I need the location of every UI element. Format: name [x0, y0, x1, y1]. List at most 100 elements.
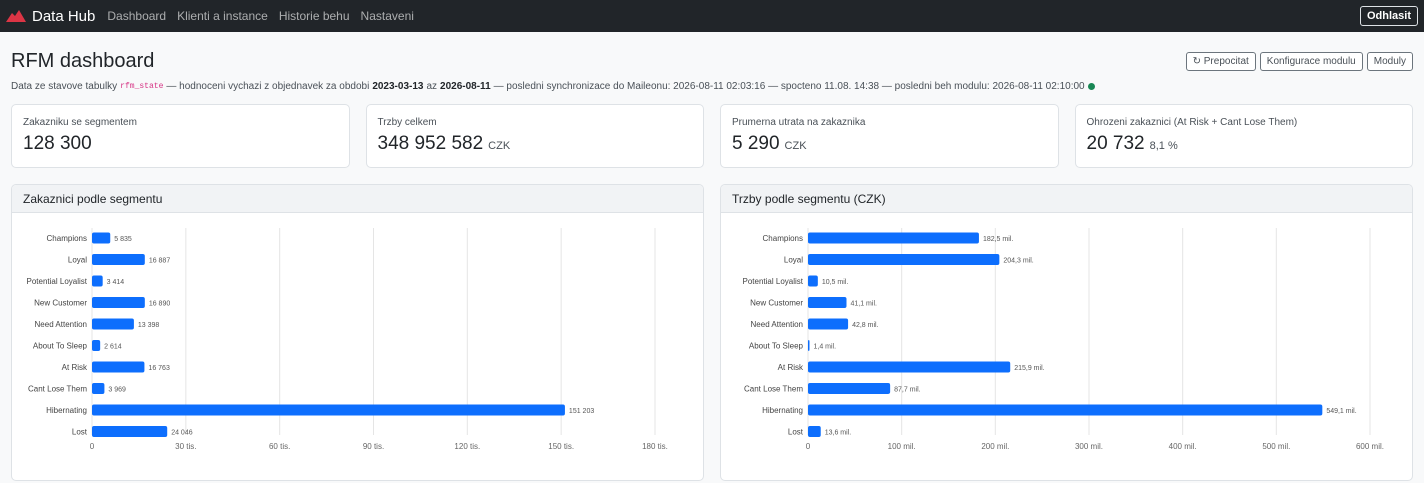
bar — [808, 297, 847, 308]
nav-clients[interactable]: Klienti a instance — [177, 9, 268, 23]
bar — [92, 297, 145, 308]
page-title: RFM dashboard — [11, 50, 155, 72]
refresh-icon: ↻ — [1192, 56, 1204, 67]
date-from: 2023-03-13 — [372, 81, 424, 92]
x-tick-label: 0 — [90, 442, 95, 451]
bar — [808, 361, 1011, 373]
category-label: Lost — [72, 428, 88, 437]
bar — [808, 340, 810, 351]
category-label: Need Attention — [751, 320, 803, 329]
data-label: 13,6 mil. — [825, 430, 852, 437]
category-label: About To Sleep — [749, 342, 804, 351]
bar — [92, 383, 105, 394]
bar — [92, 232, 111, 244]
category-label: Lost — [788, 428, 804, 437]
bar — [92, 318, 134, 330]
kpi-value: 20 732 — [1086, 133, 1145, 154]
customers-bar-chart: 0 30 tis. 60 tis. 90 tis. 120 tis. 150 tis. 18… — [27, 228, 668, 451]
nav-dashboard[interactable]: Dashboard — [107, 9, 167, 23]
category-label: Hibernating — [762, 406, 803, 415]
category-label: Loyal — [68, 256, 87, 265]
brand-name: Data Hub — [32, 7, 96, 25]
category-label: Champions — [763, 234, 803, 243]
subtitle-text-4: — posledni synchronizace do Maileonu: 20… — [493, 81, 1085, 92]
kpi-unit: CZK — [488, 140, 511, 152]
kpi-cards: Zakazniku se segmentem 128 300 Trzby cel… — [11, 104, 1413, 168]
chart-title: Zakaznici podle segmentu — [12, 185, 703, 213]
subtitle-text-3: az — [426, 81, 438, 92]
recalculate-label: Prepocitat — [1203, 56, 1249, 67]
data-label: 3 969 — [108, 387, 126, 394]
date-to: 2026-08-11 — [440, 81, 491, 92]
logout-button[interactable]: Odhlasit — [1359, 6, 1418, 26]
bar — [808, 383, 891, 394]
category-label: Cant Lose Them — [744, 385, 803, 394]
category-label: New Customer — [34, 299, 87, 308]
kpi-card-avg-spend: Prumerna utrata na zakaznika 5 290 CZK — [720, 104, 1059, 168]
data-label: 182,5 mil. — [983, 236, 1013, 243]
kpi-value: 128 300 — [23, 133, 92, 154]
kpi-value: 5 290 — [732, 133, 780, 154]
kpi-label: Ohrozeni zakaznici (At Risk + Cant Lose … — [1086, 117, 1298, 128]
chart-title: Trzby podle segmentu (CZK) — [721, 185, 1412, 213]
nav-run-history[interactable]: Historie behu — [278, 9, 350, 23]
x-tick-label: 60 tis. — [269, 442, 290, 451]
bar — [808, 426, 821, 437]
x-tick-label: 90 tis. — [363, 442, 384, 451]
data-label: 151 203 — [569, 408, 594, 415]
status-dot — [1087, 83, 1095, 90]
data-label: 16 890 — [149, 301, 171, 308]
data-label: 87,7 mil. — [894, 387, 921, 394]
x-tick-label: 500 mil. — [1262, 442, 1290, 451]
data-label: 3 414 — [107, 279, 125, 286]
bar — [808, 232, 979, 244]
data-label: 42,8 mil. — [852, 322, 879, 329]
customers-chart-card: Zakaznici podle segmentu 0 30 tis. 60 tis.… — [11, 184, 704, 481]
brand[interactable]: Data Hub — [6, 8, 95, 25]
logo-icon — [6, 10, 26, 22]
module-config-button[interactable]: Konfigurace modulu — [1259, 52, 1363, 71]
x-tick-label: 300 mil. — [1075, 442, 1103, 451]
state-table-name: rfm_state — [120, 82, 164, 91]
x-tick-label: 200 mil. — [981, 442, 1009, 451]
category-label: At Risk — [62, 363, 88, 372]
data-label: 10,5 mil. — [822, 279, 849, 286]
x-tick-label: 400 mil. — [1169, 442, 1197, 451]
category-label: About To Sleep — [33, 342, 88, 351]
charts-row: Zakaznici podle segmentu 0 30 tis. 60 tis.… — [11, 184, 1413, 481]
main-content: RFM dashboard ↻ Prepocitat Konfigurace m… — [0, 50, 1424, 481]
category-label: Loyal — [784, 256, 803, 265]
data-label: 24 046 — [171, 430, 193, 437]
category-label: Potential Loyalist — [27, 277, 88, 286]
data-label: 204,3 mil. — [1003, 258, 1033, 265]
bar — [808, 404, 1323, 416]
x-tick-label: 30 tis. — [175, 442, 196, 451]
kpi-unit: 8,1 % — [1149, 140, 1178, 152]
bar — [92, 404, 565, 416]
subtitle-text-2: — hodnoceni vychazi z objednavek za obdo… — [166, 81, 370, 92]
data-label: 1,4 mil. — [814, 344, 837, 351]
recalculate-button[interactable]: ↻ Prepocitat — [1185, 52, 1256, 71]
revenue-chart-card: Trzby podle segmentu (CZK) 0 100 mil. 200 … — [720, 184, 1413, 481]
nav-settings[interactable]: Nastaveni — [360, 9, 414, 23]
x-tick-label: 100 mil. — [888, 442, 916, 451]
bar — [92, 361, 145, 373]
modules-button[interactable]: Moduly — [1366, 52, 1413, 71]
category-label: Potential Loyalist — [743, 277, 804, 286]
x-tick-label: 600 mil. — [1356, 442, 1384, 451]
kpi-label: Zakazniku se segmentem — [23, 117, 137, 128]
bar — [92, 426, 168, 437]
data-label: 16 887 — [149, 258, 171, 265]
bar — [808, 254, 1000, 265]
x-tick-label: 120 tis. — [454, 442, 480, 451]
data-label: 41,1 mil. — [850, 301, 877, 308]
kpi-label: Prumerna utrata na zakaznika — [732, 117, 866, 128]
bar — [92, 340, 101, 351]
data-label: 549,1 mil. — [1326, 408, 1356, 415]
kpi-label: Trzby celkem — [377, 117, 437, 128]
bar — [92, 254, 145, 265]
category-label: At Risk — [778, 363, 804, 372]
category-label: Cant Lose Them — [28, 385, 87, 394]
kpi-card-revenue: Trzby celkem 348 952 582 CZK — [365, 104, 704, 168]
subtitle-text-1: Data ze stavove tabulky — [11, 81, 118, 92]
